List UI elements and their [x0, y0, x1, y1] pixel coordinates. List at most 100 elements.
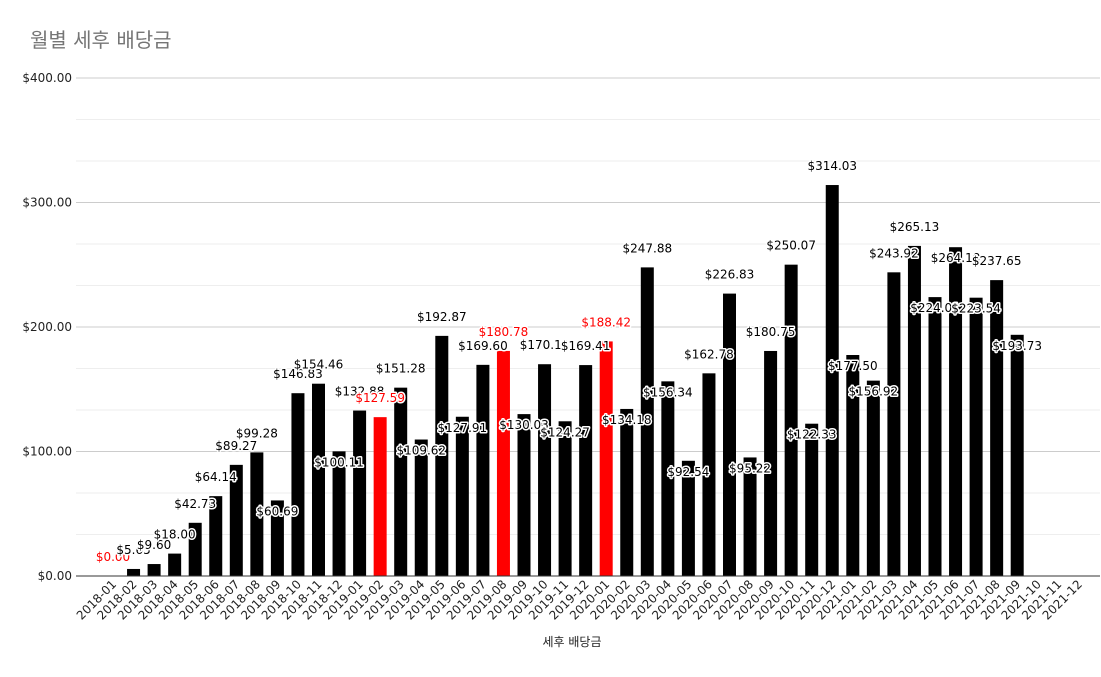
bar-2020-09: [764, 350, 778, 576]
bar-2021-02: [866, 380, 880, 576]
data-label: $60.69: [256, 504, 298, 518]
bar-2019-05: [435, 335, 449, 576]
bars: [127, 185, 1024, 576]
bar-2018-11: [312, 383, 325, 576]
data-label: $250.07: [766, 239, 816, 253]
data-label: $100.11: [314, 455, 364, 469]
data-label: $42.73: [174, 497, 216, 511]
bar-2018-07: [229, 464, 243, 576]
data-label: $314.03: [807, 159, 857, 173]
bar-2021-03: [887, 272, 901, 576]
data-label: $122.33: [787, 428, 837, 442]
data-label: $177.50: [828, 359, 878, 373]
data-label: $92.54: [667, 465, 709, 479]
bar-2019-06: [455, 416, 469, 576]
bar-2019-07: [476, 364, 490, 576]
data-labels: $0.00$5.65$9.60$18.00$42.73$64.14$89.27$…: [94, 158, 1043, 566]
bar-2018-02: [127, 568, 141, 576]
data-label: $124.27: [540, 425, 590, 439]
y-tick-label: $400.00: [22, 71, 72, 85]
bar-2019-09: [517, 414, 531, 576]
bar-2020-04: [661, 381, 675, 576]
data-label: $0.00: [96, 550, 130, 564]
data-label: $224.01: [910, 301, 960, 315]
bar-2020-05: [681, 460, 695, 576]
data-label: $226.83: [705, 268, 755, 282]
data-label: $146.83: [273, 367, 323, 381]
data-label: $237.65: [972, 254, 1022, 268]
data-label: $243.92: [869, 246, 919, 260]
y-tick-label: $100.00: [22, 445, 72, 459]
bar-2020-12: [825, 185, 839, 576]
y-tick-label: $300.00: [22, 196, 72, 210]
data-label: $180.75: [746, 325, 796, 339]
bar-2021-01: [846, 355, 860, 576]
bar-2020-06: [702, 373, 716, 576]
data-label: $247.88: [622, 241, 672, 255]
data-label: $127.91: [438, 421, 488, 435]
data-label: $192.87: [417, 310, 467, 324]
bar-2019-11: [558, 421, 572, 576]
bar-2019-12: [579, 365, 593, 576]
data-label: $99.28: [236, 426, 278, 440]
bar-2020-08: [743, 457, 757, 576]
data-label: $156.34: [643, 385, 693, 399]
bar-2018-06: [209, 496, 223, 576]
data-label: $162.78: [684, 347, 734, 361]
bar-2020-11: [805, 423, 819, 576]
bar-2020-10: [784, 264, 798, 576]
chart-title: 월별 세후 배당금: [30, 28, 172, 52]
data-label: $9.60: [137, 538, 171, 552]
x-axis-ticks: 2018-012018-022018-032018-042018-052018-…: [74, 577, 1085, 622]
bar-2018-10: [291, 393, 305, 576]
data-label: $223.54: [951, 302, 1001, 316]
data-label: $5.65: [116, 543, 150, 557]
bar-2019-08: [496, 350, 510, 576]
bar-2021-05: [928, 297, 942, 576]
data-label: $170.11: [520, 338, 570, 352]
bar-2021-07: [969, 297, 983, 576]
data-label: $169.60: [458, 339, 508, 353]
data-label: $193.73: [992, 339, 1042, 353]
data-label: $130.03: [499, 418, 549, 432]
data-label: $64.14: [195, 470, 237, 484]
data-label: $109.62: [396, 444, 446, 458]
y-axis-ticks: $0.00 $100.00 $200.00 $300.00 $400.00: [22, 71, 72, 583]
data-label: $127.59: [355, 391, 405, 405]
data-label: $151.28: [376, 362, 426, 376]
data-label: $89.27: [215, 439, 257, 453]
bar-2018-09: [270, 500, 284, 576]
bar-2019-04: [414, 439, 428, 576]
y-tick-label: $200.00: [22, 320, 72, 334]
grid-lines: [76, 77, 1100, 535]
data-label: $180.78: [479, 325, 529, 339]
bar-2020-02: [620, 408, 634, 576]
bar-2018-12: [332, 451, 346, 576]
bar-2020-03: [640, 267, 654, 576]
bar-2021-08: [990, 280, 1004, 576]
bar-2019-02: [373, 417, 387, 576]
data-label: $264.10: [931, 251, 981, 265]
x-axis-title: 세후 배당금: [542, 635, 601, 649]
data-label: $154.46: [294, 358, 344, 372]
bar-2021-09: [1010, 334, 1024, 576]
bar-2020-07: [723, 293, 736, 576]
data-label: $95.22: [729, 461, 771, 475]
bar-2021-06: [949, 247, 963, 576]
data-label: $134.18: [602, 413, 652, 427]
bar-2018-04: [168, 553, 182, 576]
data-label: $169.41: [561, 339, 611, 353]
y-tick-label: $0.00: [38, 569, 72, 583]
data-label: $156.92: [849, 385, 899, 399]
bar-2019-01: [353, 410, 367, 576]
data-label: $132.88: [335, 385, 385, 399]
data-label: $18.00: [154, 528, 196, 542]
bar-2018-08: [250, 452, 264, 576]
bar-2020-01: [599, 341, 613, 576]
data-label: $265.13: [890, 220, 940, 234]
bar-2021-04: [907, 245, 921, 576]
bar-2018-03: [147, 564, 161, 576]
bar-2018-05: [188, 522, 202, 576]
data-label: $188.42: [581, 315, 631, 329]
